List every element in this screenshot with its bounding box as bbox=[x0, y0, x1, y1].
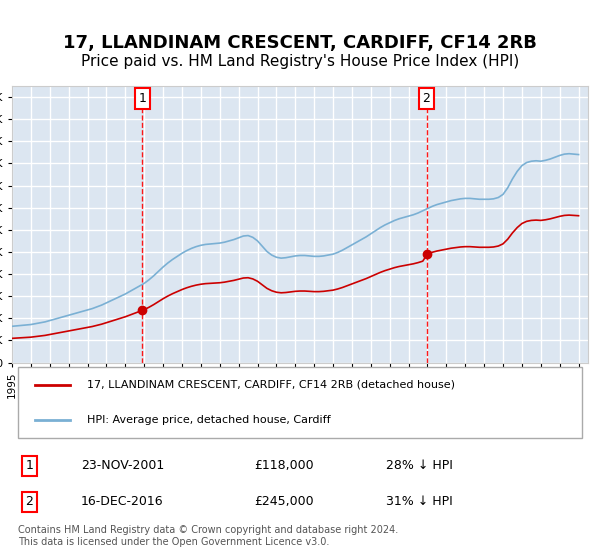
Text: 1: 1 bbox=[139, 92, 146, 105]
Text: HPI: Average price, detached house, Cardiff: HPI: Average price, detached house, Card… bbox=[87, 415, 331, 425]
Text: £118,000: £118,000 bbox=[254, 459, 314, 472]
Text: Price paid vs. HM Land Registry's House Price Index (HPI): Price paid vs. HM Land Registry's House … bbox=[81, 54, 519, 69]
Text: £245,000: £245,000 bbox=[254, 496, 314, 508]
Text: Contains HM Land Registry data © Crown copyright and database right 2024.: Contains HM Land Registry data © Crown c… bbox=[18, 525, 398, 535]
FancyBboxPatch shape bbox=[18, 367, 582, 438]
Text: 28% ↓ HPI: 28% ↓ HPI bbox=[386, 459, 453, 472]
Text: 23-NOV-2001: 23-NOV-2001 bbox=[81, 459, 164, 472]
Text: 2: 2 bbox=[25, 496, 33, 508]
Text: 17, LLANDINAM CRESCENT, CARDIFF, CF14 2RB: 17, LLANDINAM CRESCENT, CARDIFF, CF14 2R… bbox=[63, 34, 537, 52]
Text: 17, LLANDINAM CRESCENT, CARDIFF, CF14 2RB (detached house): 17, LLANDINAM CRESCENT, CARDIFF, CF14 2R… bbox=[87, 380, 455, 390]
Text: 31% ↓ HPI: 31% ↓ HPI bbox=[386, 496, 453, 508]
Text: 1: 1 bbox=[25, 459, 33, 472]
Text: This data is licensed under the Open Government Licence v3.0.: This data is licensed under the Open Gov… bbox=[18, 538, 329, 548]
Text: 2: 2 bbox=[422, 92, 430, 105]
Text: 16-DEC-2016: 16-DEC-2016 bbox=[81, 496, 164, 508]
